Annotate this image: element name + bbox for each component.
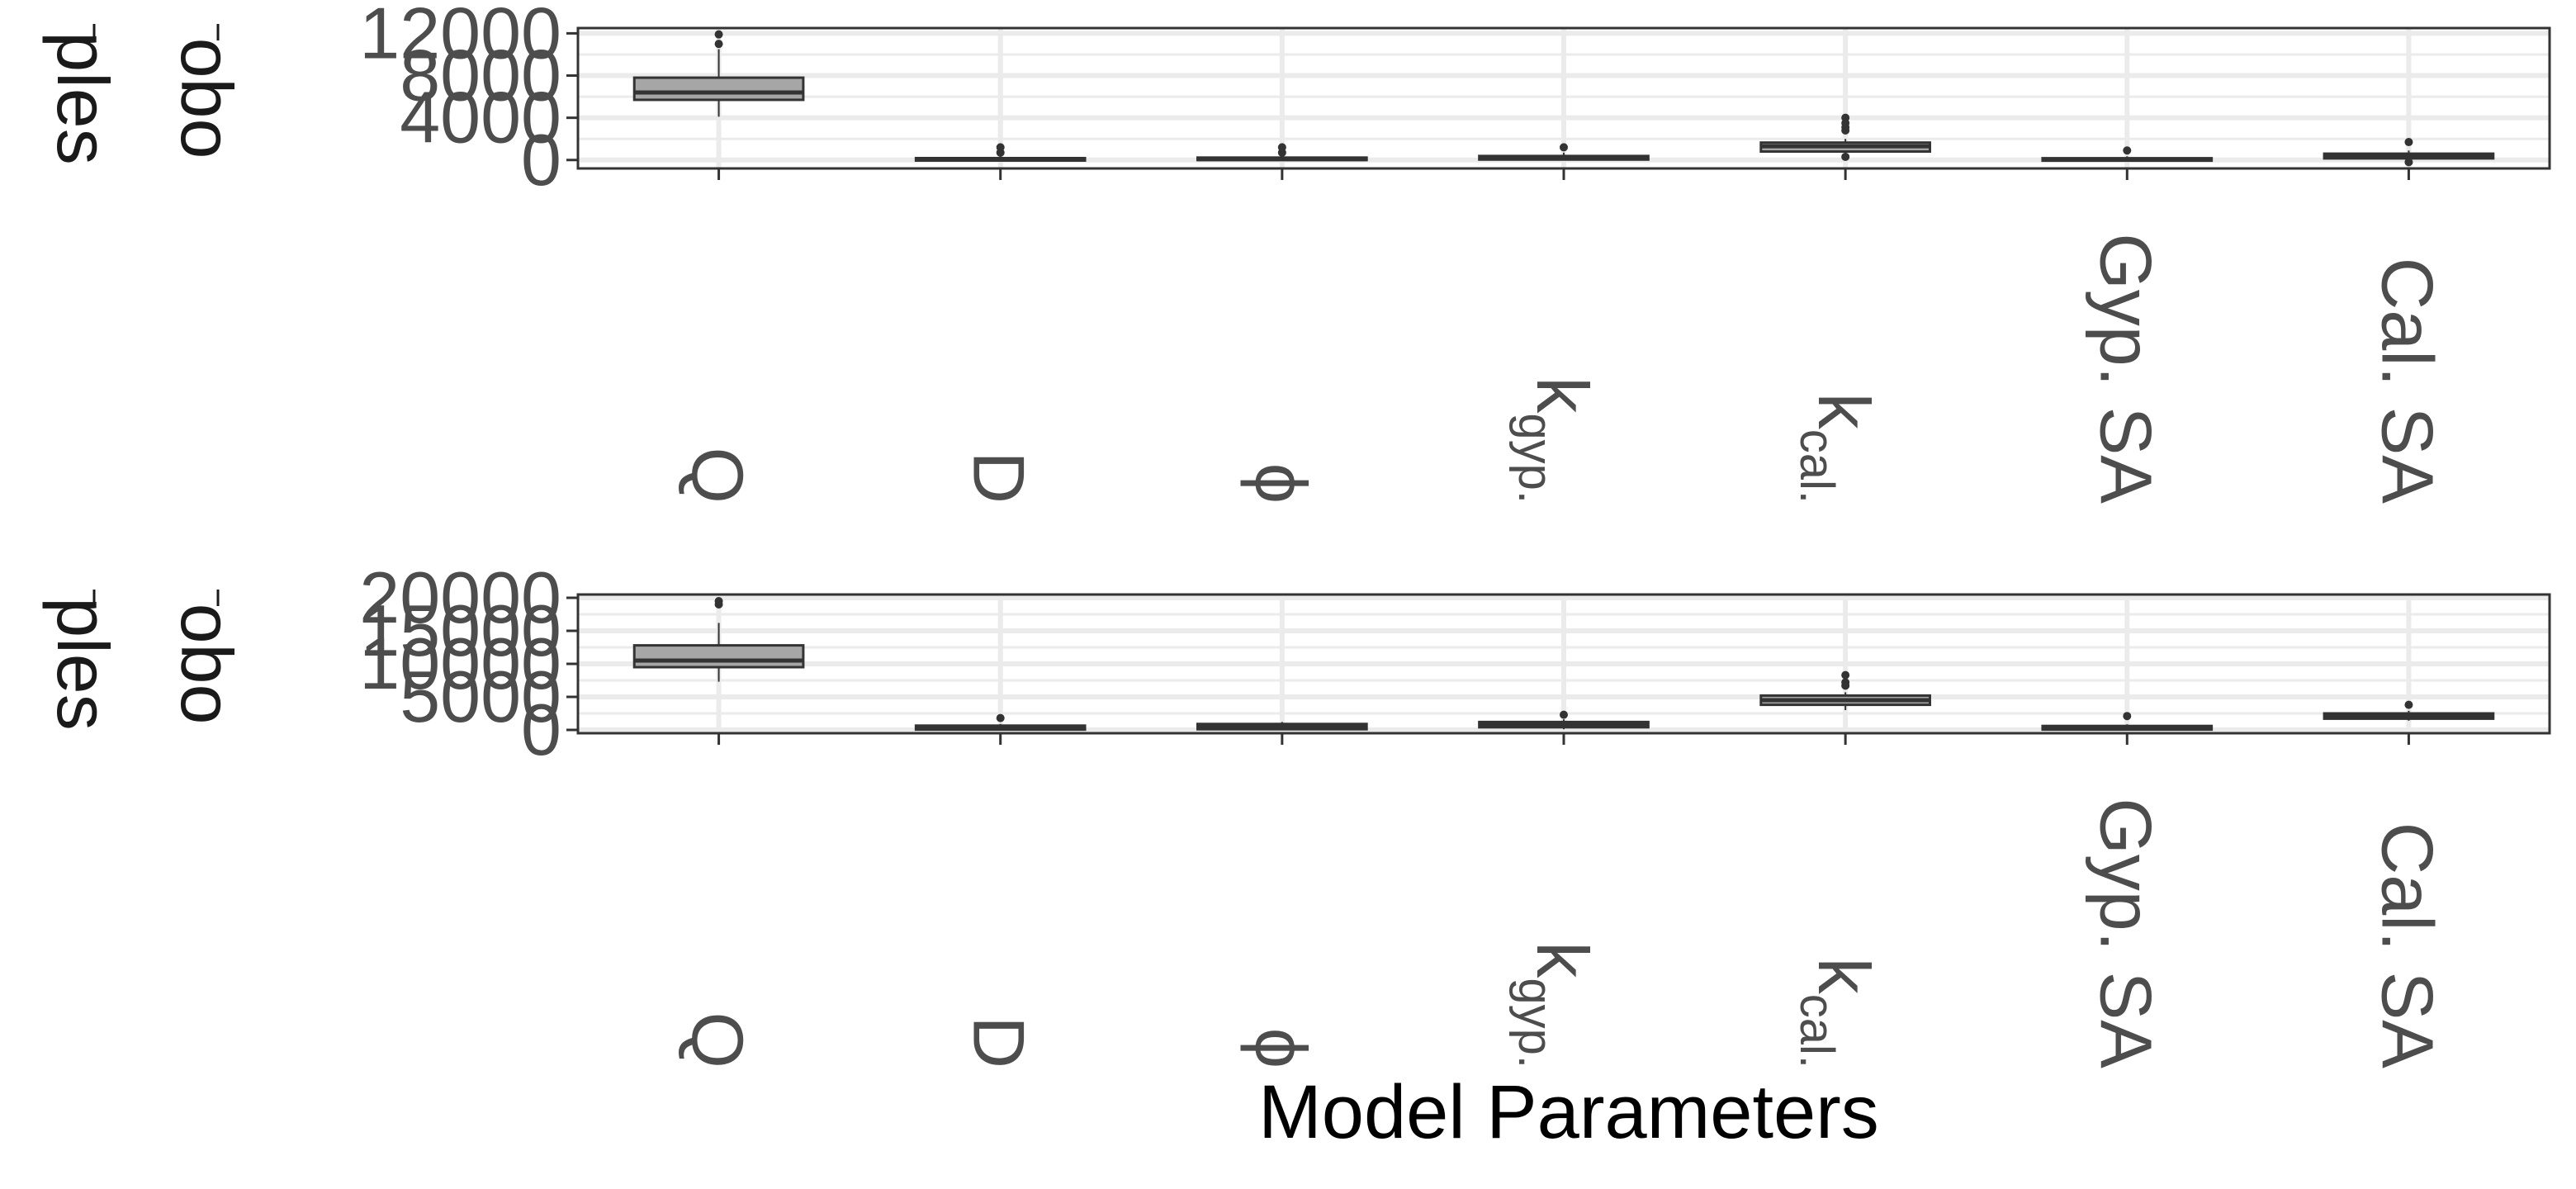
strip-label-text: ples bbox=[42, 597, 124, 730]
x-tick-label-text: kcal. bbox=[1790, 393, 1885, 504]
outlier-point bbox=[996, 143, 1005, 152]
y-tick-label: 8000 bbox=[400, 35, 561, 116]
x-tick-label-text: Cal. SA bbox=[2366, 822, 2448, 1069]
x-tick-label-text: kgyp. bbox=[1508, 377, 1603, 504]
outlier-point bbox=[1841, 113, 1850, 122]
frame-layer bbox=[566, 26, 2551, 745]
y-tick-label: 0 bbox=[521, 119, 561, 201]
outlier-point bbox=[2404, 138, 2413, 147]
x-axis-title: Model Parameters bbox=[1258, 1070, 1879, 1154]
x-tick-label-text: kcal. bbox=[1790, 958, 1885, 1068]
x-tick-label: ϕ bbox=[1240, 1028, 1322, 1068]
strip-label-text: ples bbox=[42, 31, 124, 164]
x-tick-label: Q bbox=[677, 448, 759, 504]
y-tick-label: 5000 bbox=[400, 656, 561, 737]
outlier-point bbox=[1841, 152, 1850, 161]
x-tick-label-text: Gyp. SA bbox=[2085, 233, 2166, 504]
x-tick-label: kgyp. bbox=[1508, 941, 1603, 1068]
outlier-point bbox=[1277, 143, 1286, 152]
x-tick-label: Gyp. SA bbox=[2085, 233, 2166, 504]
x-tick-label-text: kgyp. bbox=[1508, 941, 1603, 1068]
outlier-point bbox=[1841, 670, 1850, 680]
strip-label: ples bbox=[42, 31, 124, 164]
strip-label-text: obo bbox=[166, 604, 248, 725]
outlier-point bbox=[2123, 146, 2132, 155]
outlier-point bbox=[996, 713, 1005, 722]
outlier-point bbox=[2404, 700, 2413, 709]
marks-layer bbox=[632, 30, 2495, 732]
strip-label-text: obo bbox=[166, 38, 248, 159]
y-tick-label: 10000 bbox=[359, 623, 561, 704]
x-tick-label: Gyp. SA bbox=[2085, 798, 2166, 1068]
strip-label-group: ples obo bbox=[42, 24, 248, 165]
box-iqr bbox=[632, 76, 805, 102]
x-tick-label: D bbox=[959, 1016, 1040, 1068]
outlier-point bbox=[2123, 712, 2132, 721]
x-tick-label-text: Q bbox=[677, 1012, 759, 1068]
x-tick-label-text: ϕ bbox=[1240, 1028, 1322, 1068]
grid-layer bbox=[578, 28, 2550, 733]
outlier-point bbox=[1841, 678, 1850, 687]
x-tick-label: kgyp. bbox=[1508, 377, 1603, 504]
outlier-point bbox=[714, 597, 723, 605]
x-tick-label: kcal. bbox=[1790, 958, 1885, 1068]
outlier-point bbox=[1560, 143, 1568, 152]
x-tick-label-text: ϕ bbox=[1240, 463, 1322, 504]
y-tick-label: 4000 bbox=[400, 77, 561, 159]
box-iqr bbox=[632, 644, 805, 669]
strip-label: ples bbox=[42, 597, 124, 730]
x-tick-label: Cal. SA bbox=[2366, 822, 2448, 1069]
y-tick-label: 15000 bbox=[359, 590, 561, 671]
x-tick-label-text: Q bbox=[677, 448, 759, 504]
x-tick-label-text: Cal. SA bbox=[2366, 258, 2448, 504]
y-tick-label: 0 bbox=[521, 689, 561, 770]
x-tick-label: ϕ bbox=[1240, 463, 1322, 504]
y-tick-label: 20000 bbox=[359, 557, 561, 638]
x-tick-label: kcal. bbox=[1790, 393, 1885, 504]
strip-label-group: ples obo bbox=[42, 590, 248, 731]
outlier-point bbox=[714, 30, 723, 39]
x-tick-label-text: D bbox=[959, 1016, 1040, 1068]
outlier-point bbox=[714, 40, 723, 49]
x-tick-label-text: D bbox=[959, 451, 1040, 504]
strip-label: obo bbox=[166, 38, 248, 159]
x-tick-label: D bbox=[959, 451, 1040, 504]
y-tick-label: 12000 bbox=[359, 0, 561, 73]
outlier-point bbox=[1560, 710, 1568, 719]
strip-label: obo bbox=[166, 604, 248, 725]
x-tick-label-text: Gyp. SA bbox=[2085, 798, 2166, 1068]
x-tick-label: Cal. SA bbox=[2366, 258, 2448, 504]
x-tick-label: Q bbox=[677, 1012, 759, 1068]
outlier-point bbox=[2404, 158, 2413, 167]
